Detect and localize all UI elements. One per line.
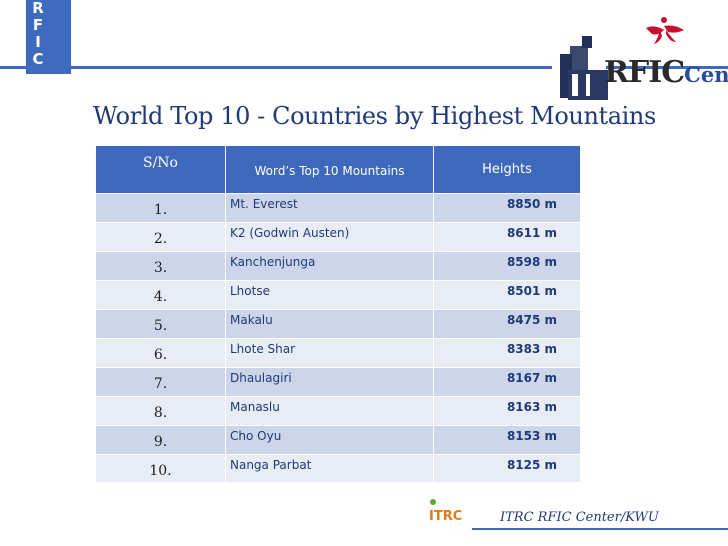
stripe-letter: I bbox=[35, 33, 41, 51]
table-row: 10. Nanga Parbat 8125 m bbox=[96, 454, 580, 482]
table-row: 2. K2 (Godwin Austen) 8611 m bbox=[96, 222, 580, 251]
table-header-row: S/No Word’s Top 10 Mountains Heights bbox=[96, 146, 580, 193]
table-row: 1. Mt. Everest 8850 m bbox=[96, 193, 580, 222]
cell-height: 8125 m bbox=[434, 454, 580, 482]
stripe-letter: C bbox=[32, 50, 44, 68]
cell-mountain: Mt. Everest bbox=[226, 193, 434, 222]
left-stripe bbox=[26, 0, 71, 74]
cell-mountain: Dhaulagiri bbox=[226, 367, 434, 396]
itrc-logo-text: ITRC bbox=[429, 509, 462, 524]
cell-mountain: Nanga Parbat bbox=[226, 454, 434, 482]
cell-height: 8475 m bbox=[434, 309, 580, 338]
cell-mountain: Manaslu bbox=[226, 396, 434, 425]
header-mountain: Word’s Top 10 Mountains bbox=[226, 146, 434, 193]
cell-sno: 7. bbox=[96, 367, 226, 396]
cell-mountain: Lhote Shar bbox=[226, 338, 434, 367]
header-height: Heights bbox=[434, 146, 580, 193]
cell-height: 8167 m bbox=[434, 367, 580, 396]
cell-sno: 1. bbox=[96, 193, 226, 222]
table-row: 6. Lhote Shar 8383 m bbox=[96, 338, 580, 367]
cell-mountain: Lhotse bbox=[226, 280, 434, 309]
logo-main-text: RFIC bbox=[604, 55, 685, 90]
table-row: 8. Manaslu 8163 m bbox=[96, 396, 580, 425]
logo-graphic-icon bbox=[560, 17, 684, 100]
footer-rule bbox=[472, 528, 728, 530]
cell-sno: 10. bbox=[96, 454, 226, 482]
table-row: 9. Cho Oyu 8153 m bbox=[96, 425, 580, 454]
cell-sno: 2. bbox=[96, 222, 226, 251]
header-rule bbox=[0, 66, 552, 69]
cell-sno: 5. bbox=[96, 309, 226, 338]
footer-text: ITRC RFIC Center/KWU bbox=[500, 510, 659, 525]
cell-height: 8611 m bbox=[434, 222, 580, 251]
header-sno: S/No bbox=[96, 146, 226, 193]
cell-mountain: K2 (Godwin Austen) bbox=[226, 222, 434, 251]
table-row: 4. Lhotse 8501 m bbox=[96, 280, 580, 309]
stripe-letter: R bbox=[32, 0, 44, 17]
cell-height: 8163 m bbox=[434, 396, 580, 425]
table-row: 3. Kanchenjunga 8598 m bbox=[96, 251, 580, 280]
mountains-table: S/No Word’s Top 10 Mountains Heights 1. … bbox=[96, 146, 580, 482]
table-row: 7. Dhaulagiri 8167 m bbox=[96, 367, 580, 396]
logo-suffix-text: Center bbox=[684, 62, 728, 87]
header-rule-right bbox=[606, 66, 728, 69]
cell-height: 8850 m bbox=[434, 193, 580, 222]
cell-height: 8153 m bbox=[434, 425, 580, 454]
stripe-letters: R F I C bbox=[28, 0, 48, 68]
cell-sno: 6. bbox=[96, 338, 226, 367]
cell-height: 8598 m bbox=[434, 251, 580, 280]
itrc-logo-icon: ITRC bbox=[429, 499, 462, 524]
stripe-letter: F bbox=[32, 16, 44, 34]
cell-height: 8383 m bbox=[434, 338, 580, 367]
cell-mountain: Kanchenjunga bbox=[226, 251, 434, 280]
cell-sno: 3. bbox=[96, 251, 226, 280]
cell-height: 8501 m bbox=[434, 280, 580, 309]
cell-sno: 8. bbox=[96, 396, 226, 425]
cell-sno: 9. bbox=[96, 425, 226, 454]
cell-sno: 4. bbox=[96, 280, 226, 309]
page-title: World Top 10 - Countries by Highest Moun… bbox=[93, 102, 656, 130]
cell-mountain: Makalu bbox=[226, 309, 434, 338]
table-row: 5. Makalu 8475 m bbox=[96, 309, 580, 338]
cell-mountain: Cho Oyu bbox=[226, 425, 434, 454]
